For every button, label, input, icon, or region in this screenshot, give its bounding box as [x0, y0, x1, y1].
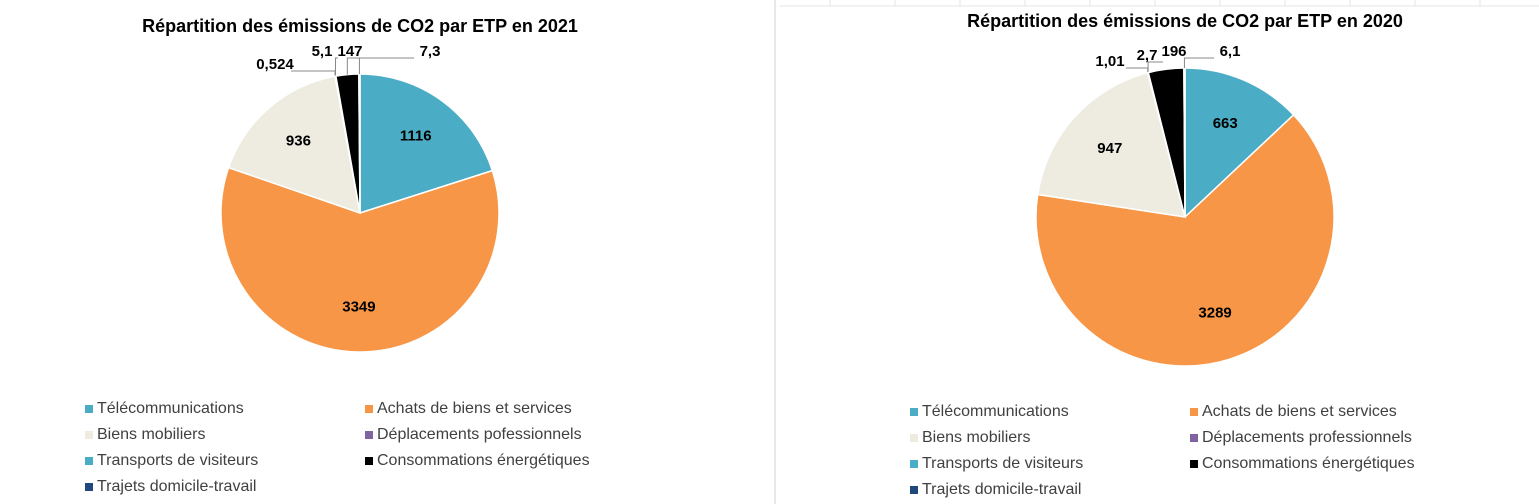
legend-swatch — [910, 460, 918, 468]
pie-slice — [227, 75, 361, 215]
value-label: 0,524 — [256, 56, 294, 73]
pie-slice — [1036, 71, 1187, 218]
legend-label: Achats de biens et services — [1202, 403, 1397, 420]
value-label: 936 — [286, 132, 311, 149]
legend-swatch — [85, 457, 93, 465]
legend-label: Trajets domicile-travail — [922, 481, 1081, 498]
legend-label: Transports de visiteurs — [922, 455, 1083, 472]
value-label: 3289 — [1198, 305, 1231, 322]
leader-line — [1147, 61, 1163, 73]
legend-swatch — [910, 486, 918, 494]
value-label: 1116 — [400, 128, 432, 145]
legend-label: Déplacements pofessionnels — [377, 426, 582, 443]
leader-line — [1183, 57, 1214, 69]
legend-swatch — [910, 408, 918, 416]
value-label: 1,01 — [1095, 53, 1124, 70]
value-label: 3349 — [342, 298, 375, 315]
legend-swatch — [85, 483, 93, 491]
value-label: 5,1 — [312, 43, 333, 60]
legend-label: Consommations énergétiques — [1202, 455, 1415, 472]
legend-swatch — [1190, 460, 1198, 468]
legend-label: Consommations énergétiques — [377, 452, 590, 469]
legend-label: Biens mobiliers — [97, 426, 205, 443]
legend-swatch — [85, 431, 93, 439]
value-label: 7,3 — [420, 43, 441, 60]
legend-label: Biens mobiliers — [922, 429, 1030, 446]
leader-line — [334, 57, 338, 77]
value-label: 947 — [1097, 140, 1122, 157]
chart-title: Répartition des émissions de CO2 par ETP… — [142, 16, 578, 36]
value-label: 6,1 — [1220, 43, 1241, 60]
legend-swatch — [85, 405, 93, 413]
legend-swatch — [910, 434, 918, 442]
legend-swatch — [365, 457, 373, 465]
pie-slice — [359, 73, 494, 215]
legend-label: Télécommunications — [97, 400, 244, 417]
legend-label: Déplacements professionnels — [1202, 429, 1412, 446]
legend-swatch — [1190, 408, 1198, 416]
pie-slice — [220, 166, 500, 353]
legend-label: Achats de biens et services — [377, 400, 572, 417]
pie-slice — [1184, 67, 1295, 219]
value-label: 196 — [1161, 43, 1186, 60]
value-label: 663 — [1213, 115, 1238, 132]
sheet-grid — [780, 0, 1539, 7]
value-label: 2,7 — [1137, 47, 1158, 64]
legend-label: Télécommunications — [922, 403, 1069, 420]
legend-swatch — [1190, 434, 1198, 442]
legend-swatch — [365, 405, 373, 413]
legend-label: Trajets domicile-travail — [97, 478, 256, 495]
value-label: 147 — [337, 43, 362, 60]
leader-line — [358, 57, 414, 75]
chart-title: Répartition des émissions de CO2 par ETP… — [967, 11, 1403, 31]
pie-slice — [1035, 113, 1335, 367]
legend-label: Transports de visiteurs — [97, 452, 258, 469]
legend-swatch — [365, 431, 373, 439]
